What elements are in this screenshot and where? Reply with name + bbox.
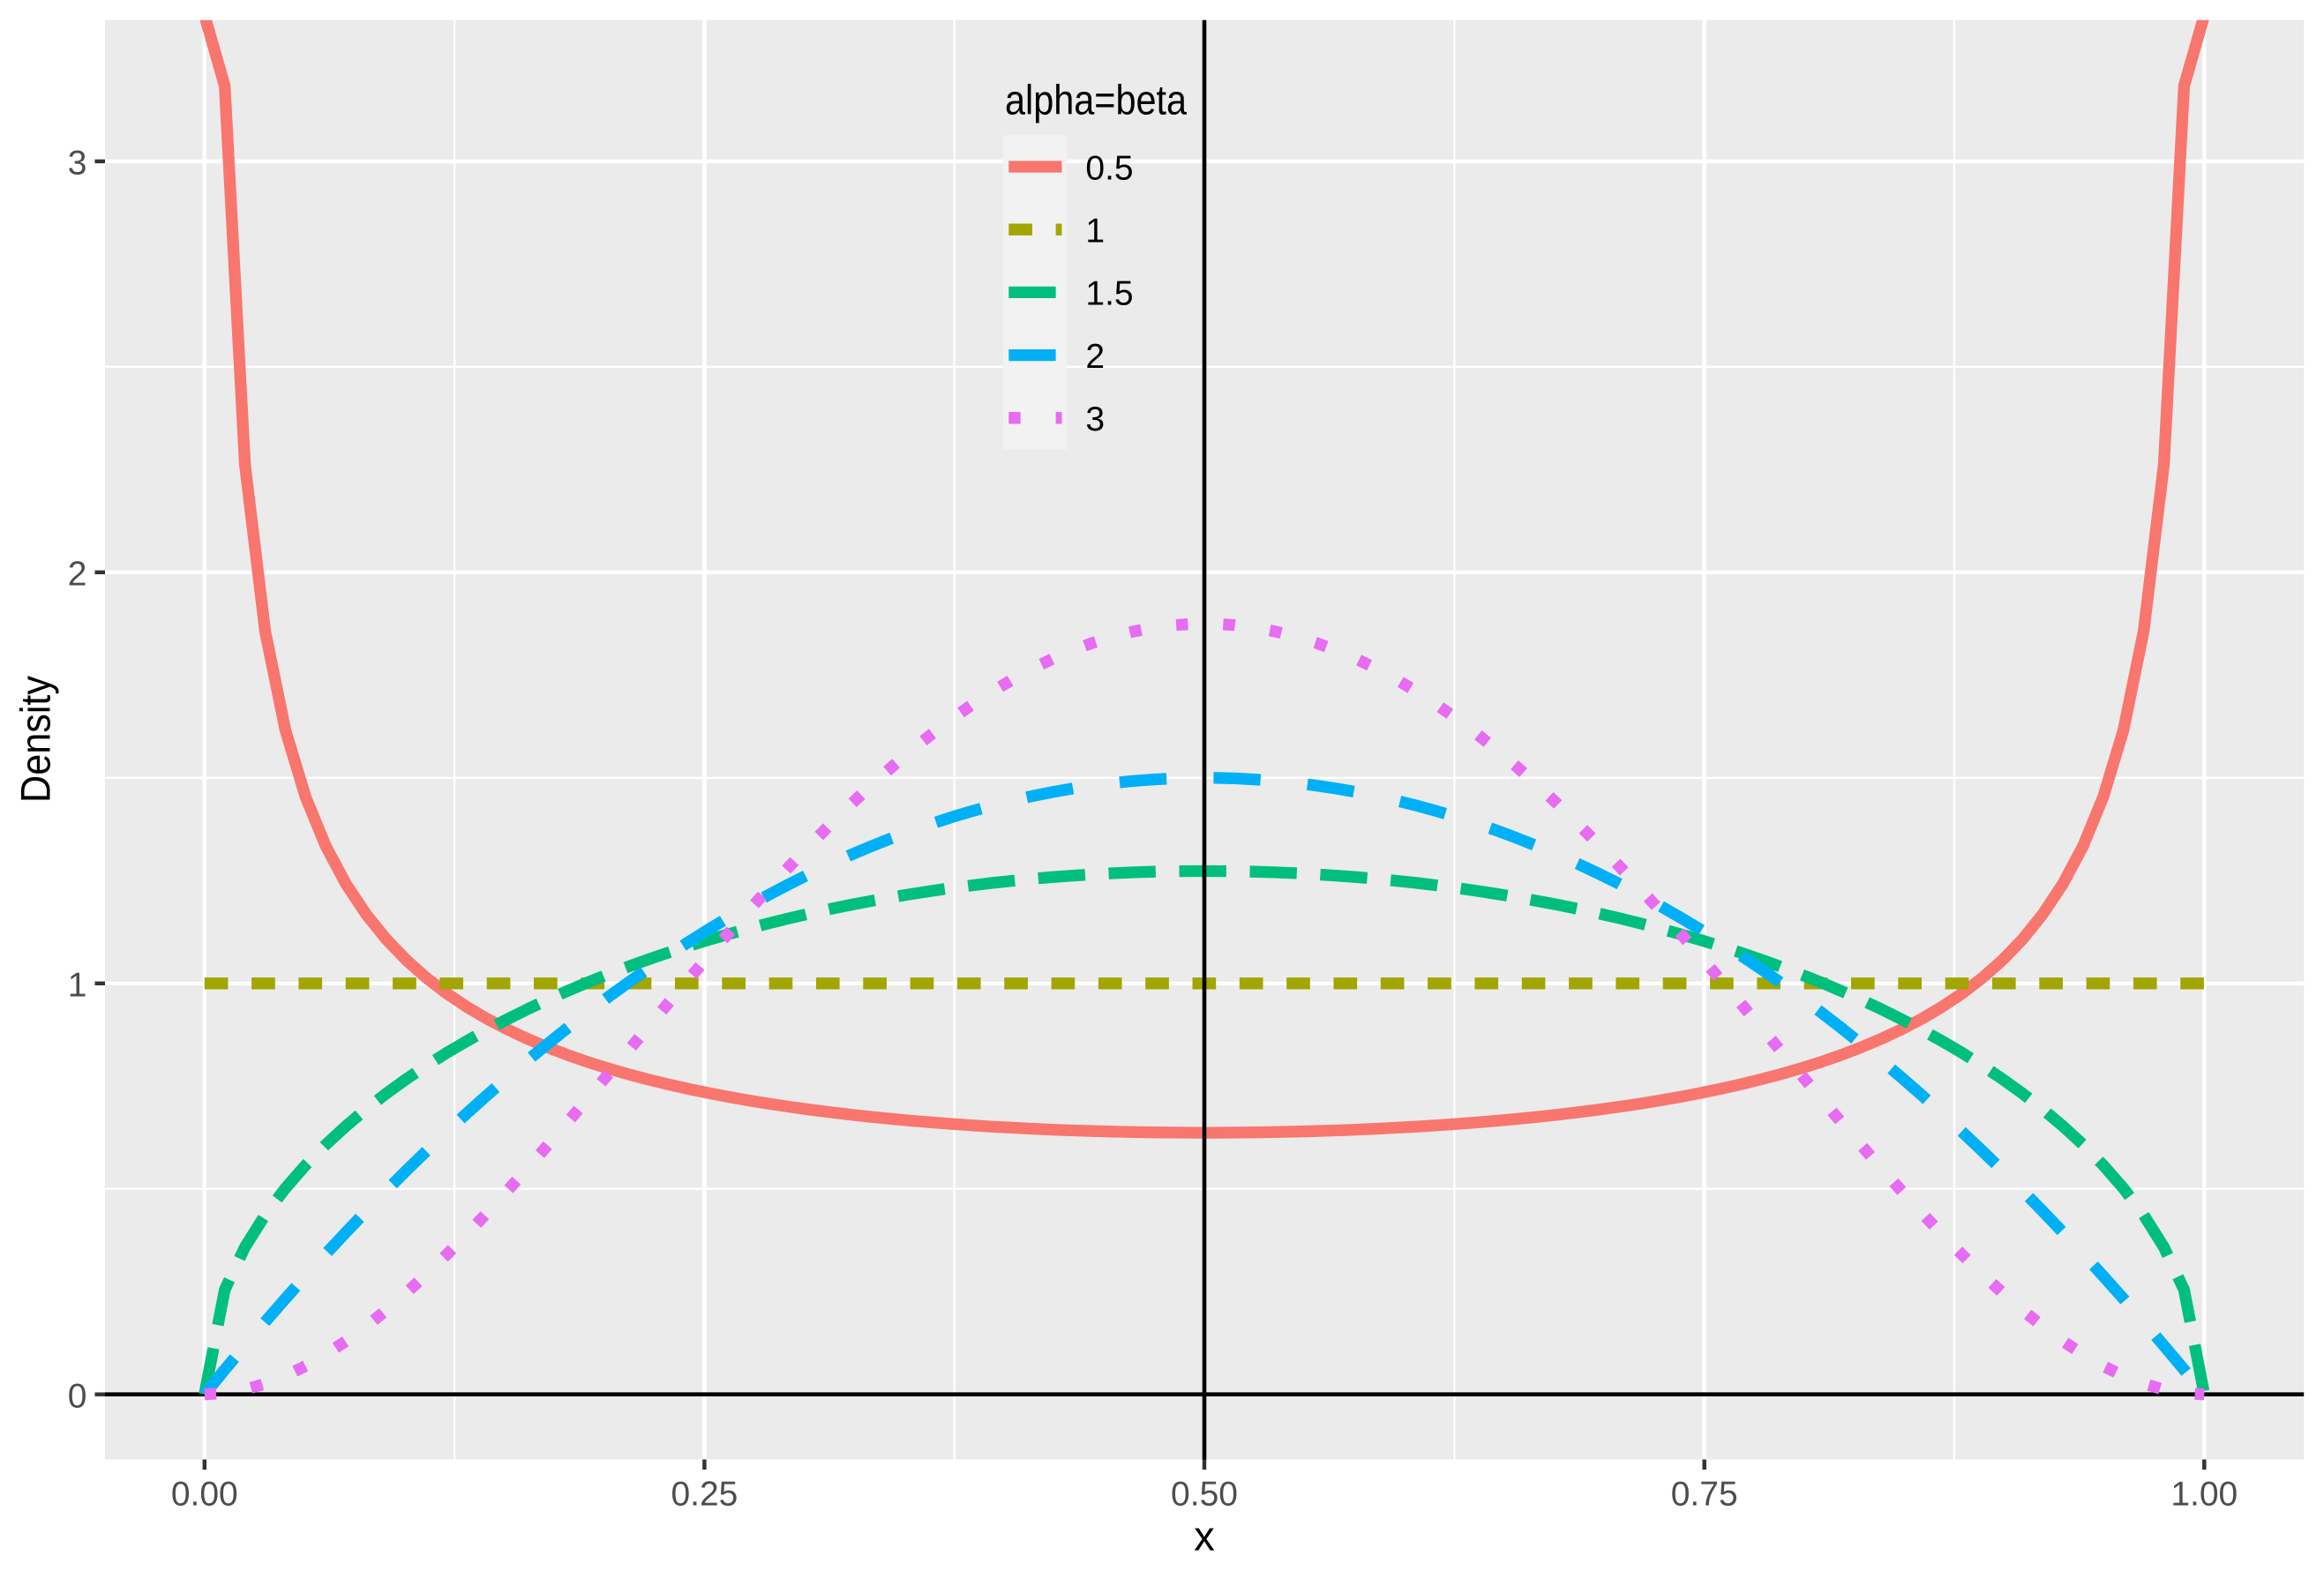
svg-text:1: 1 — [1085, 213, 1105, 251]
svg-text:1.00: 1.00 — [2170, 1476, 2238, 1514]
svg-text:1.5: 1.5 — [1085, 275, 1133, 313]
svg-text:0.00: 0.00 — [171, 1476, 238, 1514]
svg-text:x: x — [1194, 1512, 1215, 1559]
svg-text:Density: Density — [12, 676, 59, 803]
svg-text:2: 2 — [68, 555, 87, 593]
svg-text:0.5: 0.5 — [1085, 149, 1133, 187]
svg-text:0.75: 0.75 — [1671, 1476, 1738, 1514]
svg-text:0.50: 0.50 — [1171, 1476, 1238, 1514]
svg-text:0: 0 — [68, 1377, 87, 1415]
svg-text:2: 2 — [1085, 338, 1105, 376]
svg-text:3: 3 — [1085, 400, 1105, 438]
svg-text:3: 3 — [68, 145, 87, 183]
svg-text:alpha=beta: alpha=beta — [1005, 77, 1188, 123]
svg-text:1: 1 — [68, 966, 87, 1004]
svg-text:0.25: 0.25 — [671, 1476, 738, 1514]
